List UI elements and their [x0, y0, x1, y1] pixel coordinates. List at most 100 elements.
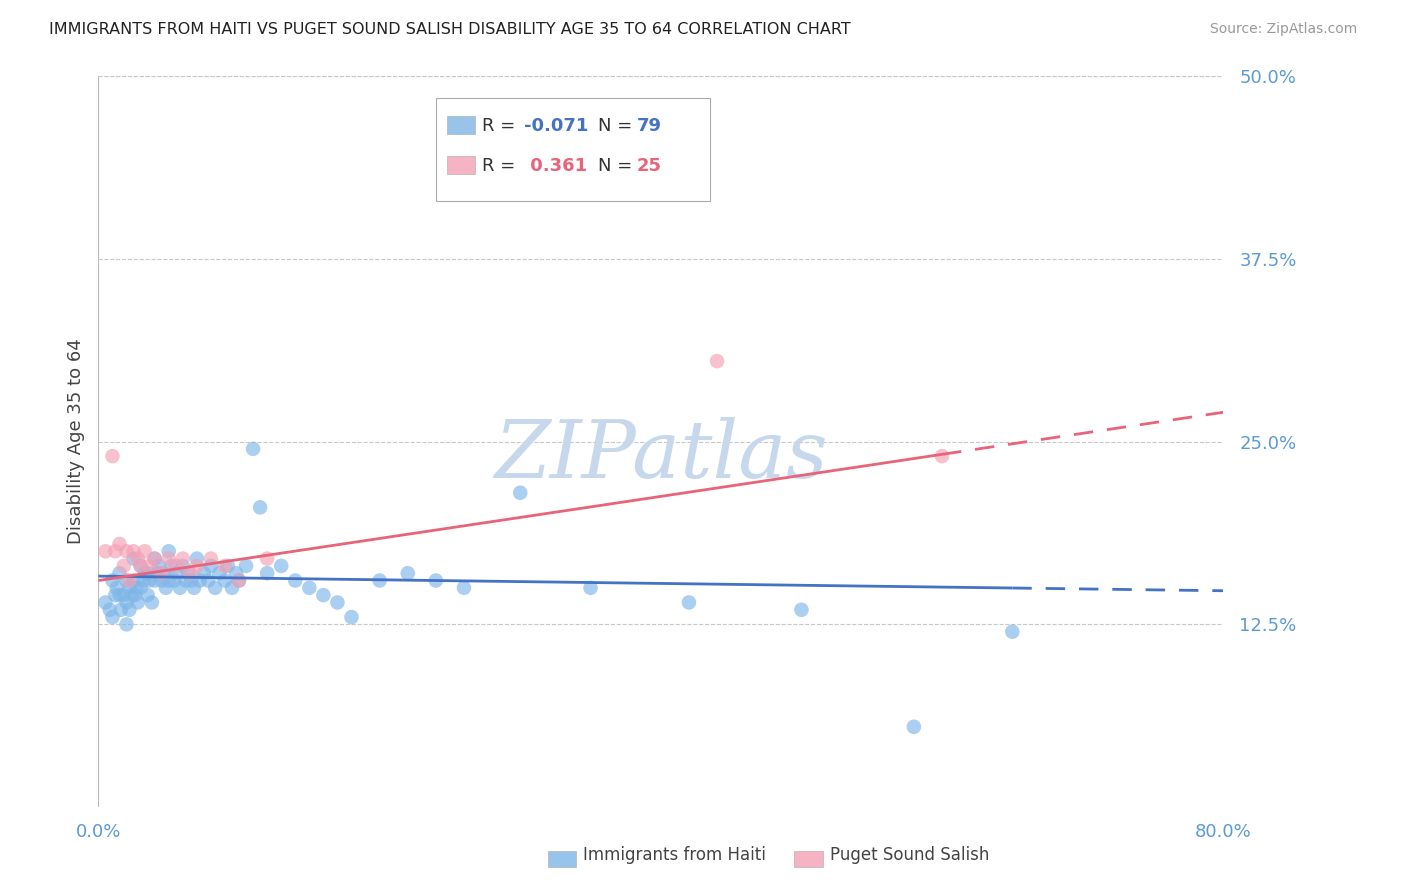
Point — [256, 566, 278, 581]
Text: N =: N = — [598, 117, 637, 135]
Point — [249, 500, 271, 515]
Point — [197, 574, 219, 588]
Point — [148, 558, 170, 573]
Point — [172, 551, 194, 566]
Point — [228, 574, 250, 588]
Point — [122, 544, 145, 558]
Point — [112, 588, 135, 602]
Point — [157, 574, 180, 588]
Point — [129, 558, 152, 573]
Point — [1001, 624, 1024, 639]
Point — [284, 574, 307, 588]
Point — [115, 617, 138, 632]
Text: ZIPatlas: ZIPatlas — [494, 417, 828, 495]
Point — [136, 566, 159, 581]
Point — [129, 581, 152, 595]
Point — [110, 603, 132, 617]
Point — [150, 566, 173, 581]
Point — [509, 485, 531, 500]
Point — [108, 566, 131, 581]
Point — [200, 551, 222, 566]
Point — [340, 610, 363, 624]
Point — [169, 581, 191, 595]
Point — [143, 551, 166, 566]
Point — [124, 588, 146, 602]
Point — [94, 544, 117, 558]
Point — [903, 720, 925, 734]
Point — [98, 603, 121, 617]
Point — [115, 544, 138, 558]
Text: Puget Sound Salish: Puget Sound Salish — [830, 847, 988, 864]
Point — [208, 566, 231, 581]
Point — [112, 558, 135, 573]
Point — [172, 558, 194, 573]
Point — [134, 566, 156, 581]
Point — [186, 551, 208, 566]
Point — [143, 551, 166, 566]
Point — [396, 566, 419, 581]
Point — [678, 595, 700, 609]
Point — [108, 588, 131, 602]
Point — [179, 566, 201, 581]
Point — [183, 581, 205, 595]
Y-axis label: Disability Age 35 to 64: Disability Age 35 to 64 — [66, 339, 84, 544]
Point — [121, 588, 143, 602]
Point — [298, 581, 321, 595]
Point — [94, 595, 117, 609]
Point — [217, 558, 239, 573]
Point — [180, 574, 202, 588]
Text: Source: ZipAtlas.com: Source: ZipAtlas.com — [1209, 22, 1357, 37]
Point — [200, 558, 222, 573]
Point — [129, 558, 152, 573]
Point — [122, 551, 145, 566]
Point — [136, 588, 159, 602]
Point — [177, 566, 200, 581]
Point — [790, 603, 813, 617]
Point — [193, 566, 215, 581]
Point — [157, 551, 180, 566]
Point — [706, 354, 728, 368]
Point — [425, 574, 447, 588]
Point — [132, 574, 155, 588]
Point — [204, 581, 226, 595]
Point — [118, 574, 141, 588]
Point — [270, 558, 292, 573]
Text: -0.071: -0.071 — [524, 117, 589, 135]
Point — [163, 574, 186, 588]
Point — [105, 581, 128, 595]
Point — [150, 574, 173, 588]
Point — [931, 449, 953, 463]
Point — [118, 581, 141, 595]
Point — [326, 595, 349, 609]
Point — [115, 574, 138, 588]
Point — [214, 558, 236, 573]
Point — [235, 558, 257, 573]
Point — [225, 566, 247, 581]
Point — [134, 544, 156, 558]
Point — [160, 558, 183, 573]
Point — [312, 588, 335, 602]
Point — [165, 566, 187, 581]
Point — [152, 566, 174, 581]
Point — [115, 595, 138, 609]
Point — [174, 574, 197, 588]
Point — [155, 581, 177, 595]
Point — [453, 581, 475, 595]
Point — [127, 551, 149, 566]
Point — [256, 551, 278, 566]
Point — [118, 603, 141, 617]
Point — [157, 544, 180, 558]
Text: 0.361: 0.361 — [524, 157, 588, 175]
Point — [146, 566, 169, 581]
Point — [143, 574, 166, 588]
Point — [141, 595, 163, 609]
Point — [228, 574, 250, 588]
Point — [108, 537, 131, 551]
Point — [138, 574, 160, 588]
Point — [138, 558, 160, 573]
Text: R =: R = — [482, 157, 522, 175]
Point — [122, 574, 145, 588]
Point — [104, 544, 127, 558]
Point — [221, 581, 243, 595]
Point — [125, 581, 148, 595]
